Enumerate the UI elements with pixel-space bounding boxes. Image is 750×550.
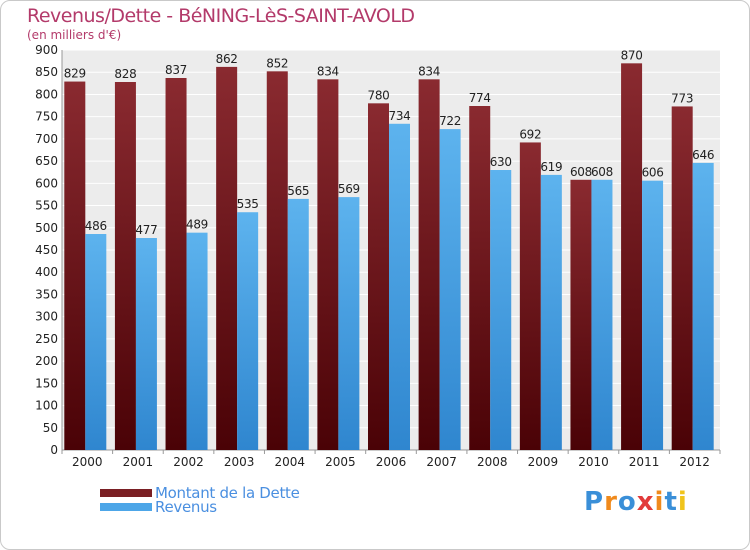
y-tick-label: 450 — [35, 243, 58, 257]
logo-letter: P — [584, 487, 605, 517]
data-label-revenus: 606 — [642, 166, 664, 180]
y-tick-label: 300 — [35, 310, 58, 324]
y-tick-label: 150 — [35, 376, 58, 390]
y-tick-label: 700 — [35, 132, 58, 146]
y-tick-label: 600 — [35, 176, 58, 190]
data-label-dette: 774 — [469, 91, 491, 105]
bar-dette — [266, 71, 288, 450]
data-label-dette: 608 — [570, 165, 592, 179]
x-tick-label: 2007 — [426, 455, 457, 469]
data-label-dette: 829 — [64, 67, 86, 81]
y-tick-label: 100 — [35, 399, 58, 413]
data-label-revenus: 619 — [540, 160, 562, 174]
legend-label-dette: Montant de la Dette — [155, 484, 300, 502]
x-tick-label: 2012 — [679, 455, 710, 469]
y-tick-label: 350 — [35, 287, 58, 301]
data-label-revenus: 535 — [237, 197, 259, 211]
logo-letter: x — [636, 487, 655, 517]
y-tick-label: 200 — [35, 354, 58, 368]
data-label-dette: 834 — [418, 64, 440, 78]
chart-title: Revenus/Dette - BéNING-LèS-SAINT-AVOLD — [27, 5, 415, 27]
bar-revenus — [540, 174, 562, 450]
x-tick-label: 2001 — [123, 455, 154, 469]
y-tick-label: 550 — [35, 199, 58, 213]
y-tick-label: 800 — [35, 87, 58, 101]
x-tick-label: 2009 — [528, 455, 559, 469]
bar-revenus — [692, 162, 714, 450]
data-label-revenus: 608 — [591, 165, 613, 179]
bar-dette — [216, 66, 238, 450]
data-label-dette: 852 — [266, 56, 288, 70]
data-label-revenus: 646 — [692, 148, 714, 162]
data-label-revenus: 486 — [85, 219, 107, 233]
data-label-revenus: 722 — [439, 114, 461, 128]
bar-revenus — [591, 179, 613, 450]
bar-dette — [418, 79, 440, 450]
bar-dette — [570, 179, 592, 450]
x-tick-label: 2004 — [274, 455, 305, 469]
y-tick-label: 850 — [35, 65, 58, 79]
y-tick-label: 750 — [35, 110, 58, 124]
data-label-dette: 692 — [519, 127, 541, 141]
bar-dette — [368, 103, 389, 450]
legend-label-revenus: Revenus — [155, 498, 217, 516]
bar-revenus — [642, 180, 664, 450]
bar-dette — [469, 106, 491, 450]
x-tick-label: 2010 — [578, 455, 609, 469]
bar-dette — [64, 81, 86, 451]
bar-dette — [165, 78, 187, 450]
bar-revenus — [338, 197, 360, 450]
x-tick-label: 2002 — [173, 455, 204, 469]
bar-revenus — [135, 238, 157, 450]
data-label-dette: 862 — [216, 52, 238, 66]
bar-dette — [114, 82, 136, 450]
data-label-revenus: 734 — [388, 109, 410, 123]
data-label-dette: 828 — [114, 67, 136, 81]
y-tick-label: 50 — [43, 421, 58, 435]
y-tick-label: 250 — [35, 332, 58, 346]
x-tick-label: 2008 — [477, 455, 508, 469]
bar-revenus — [287, 198, 309, 450]
x-tick-label: 2003 — [224, 455, 255, 469]
logo-letter: i — [654, 487, 665, 517]
data-label-dette: 773 — [671, 91, 693, 105]
data-label-dette: 837 — [165, 63, 187, 77]
bar-revenus — [186, 232, 208, 450]
bar-revenus — [237, 212, 259, 450]
bar-revenus — [439, 129, 461, 450]
x-tick-label: 2006 — [376, 455, 407, 469]
bar-dette — [519, 142, 541, 450]
bar-revenus — [389, 123, 410, 451]
chart-subtitle: (en milliers d'€) — [27, 28, 122, 42]
x-tick-label: 2005 — [325, 455, 356, 469]
legend-swatch-revenus — [100, 503, 152, 511]
legend-swatch-dette — [100, 489, 152, 497]
data-label-revenus: 489 — [186, 218, 208, 232]
y-tick-label: 400 — [35, 265, 58, 279]
logo-letter: o — [617, 487, 637, 517]
data-label-revenus: 477 — [135, 223, 157, 237]
y-tick-label: 0 — [50, 443, 58, 457]
logo-letter: r — [604, 487, 618, 517]
x-tick-label: 2011 — [629, 455, 660, 469]
data-label-revenus: 630 — [490, 155, 512, 169]
bar-dette — [621, 63, 643, 450]
data-label-dette: 870 — [621, 48, 643, 62]
logo-letter: t — [664, 487, 678, 517]
data-label-dette: 834 — [317, 64, 339, 78]
data-label-revenus: 565 — [287, 184, 309, 198]
data-label-dette: 780 — [367, 88, 389, 102]
proxiti-logo: Proxiti — [584, 487, 688, 517]
y-tick-label: 650 — [35, 154, 58, 168]
bar-revenus — [85, 234, 107, 450]
data-label-revenus: 569 — [338, 182, 360, 196]
y-tick-label: 500 — [35, 221, 58, 235]
x-tick-label: 2000 — [72, 455, 103, 469]
y-tick-label: 900 — [35, 43, 58, 57]
bar-dette — [317, 79, 339, 450]
logo-letter: i — [677, 487, 688, 517]
bar-dette — [671, 106, 693, 450]
bar-revenus — [490, 170, 512, 450]
